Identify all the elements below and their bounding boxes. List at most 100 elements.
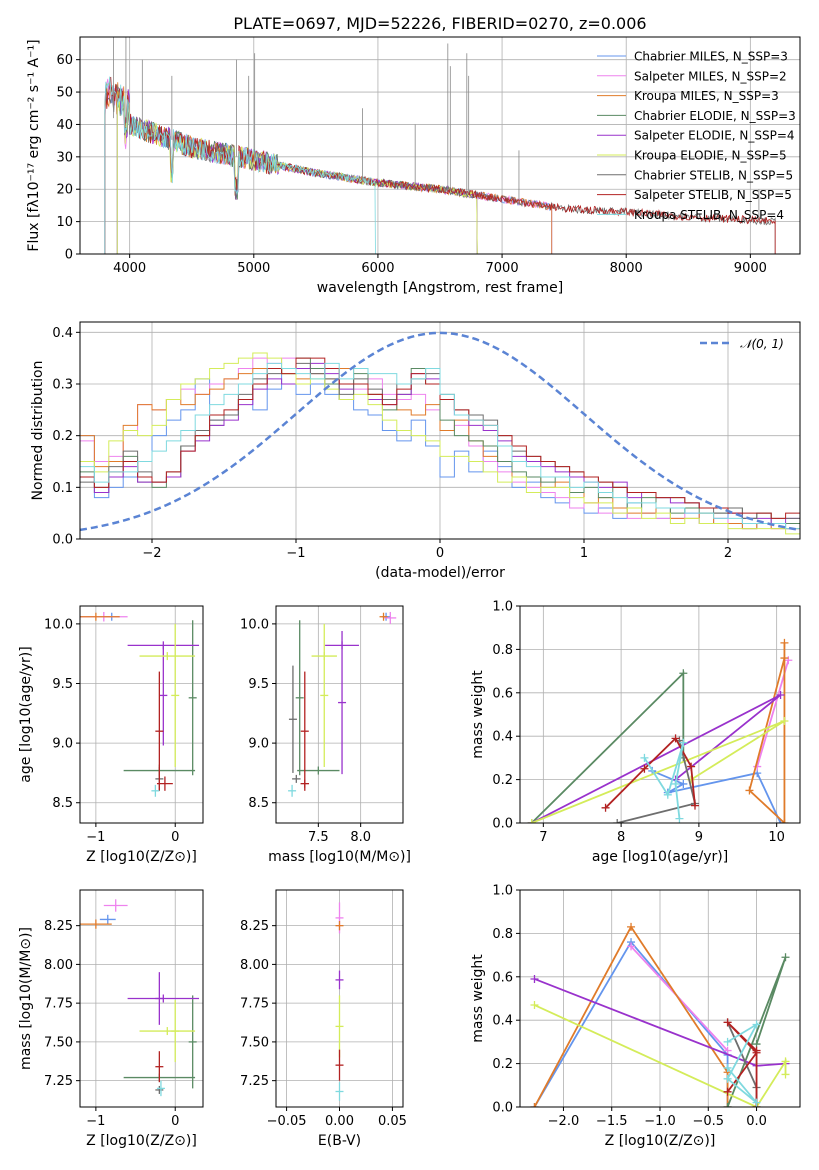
x-tick-label: 6000 xyxy=(361,261,394,276)
data-point xyxy=(776,690,785,699)
y-tick-label: 0.6 xyxy=(492,970,513,985)
y-tick-label: 9.0 xyxy=(248,737,269,752)
y-tick-label: 0.4 xyxy=(492,1014,513,1029)
data-point xyxy=(780,654,789,663)
x-tick-label: 10 xyxy=(768,830,785,845)
y-tick-label: 0.2 xyxy=(492,1057,513,1072)
data-point xyxy=(781,953,790,962)
data-point xyxy=(723,1087,732,1096)
x-axis-label: E(B-V) xyxy=(318,1133,361,1149)
axes-frame xyxy=(519,889,801,1108)
spectrum-line-chabrier-elodie xyxy=(116,95,478,254)
x-tick-label: 2 xyxy=(724,546,732,561)
y-tick-label: 8.5 xyxy=(248,796,269,811)
data-point xyxy=(627,942,636,951)
axes-frame xyxy=(79,36,801,255)
x-tick-label: 9 xyxy=(695,830,703,845)
spectrum-line-kroupa-stelib xyxy=(104,76,376,254)
weight-line-chabrier-elodie xyxy=(531,671,685,823)
data-point xyxy=(723,1018,732,1027)
y-tick-label: 9.0 xyxy=(52,737,73,752)
chart-age_vs_mass: 7.5 8.0 8.5 9.0 9.5 10.0 mass [log10(M/M⊙)] xyxy=(240,605,411,865)
data-point xyxy=(687,762,696,771)
y-axis-label: Normed distribution xyxy=(30,361,46,501)
histogram-kroupa-elodie xyxy=(80,352,800,535)
x-tick-label: 0.05 xyxy=(378,1114,407,1129)
y-tick-label: 0.8 xyxy=(492,643,513,658)
weight-line-salpeter-elodie xyxy=(531,694,782,823)
data-point xyxy=(723,1046,732,1055)
plot-area xyxy=(530,922,790,1107)
y-axis-label: mass [log10(M/M⊙)] xyxy=(18,927,34,1070)
y-axis-label: mass weight xyxy=(470,954,486,1043)
y-tick-label: 10.0 xyxy=(240,617,269,632)
x-tick-label: 8000 xyxy=(610,261,643,276)
y-tick-label: 40 xyxy=(56,118,73,133)
x-axis-label: age [log10(age/yr)] xyxy=(592,849,728,865)
chart-age_vs_Z: −1 0 8.5 9.0 9.5 10.0 Z [log10(Z/Z⊙)] age [log1… xyxy=(18,605,204,865)
y-tick-label: 8.25 xyxy=(240,919,269,934)
x-tick-label: 8.0 xyxy=(350,830,371,845)
data-point xyxy=(752,1020,761,1029)
x-tick-label: −2.0 xyxy=(548,1114,580,1129)
y-tick-label: 0.3 xyxy=(52,378,73,393)
y-tick-label: 7.25 xyxy=(240,1074,269,1089)
legend: 𝒩(0, 1) xyxy=(700,337,784,351)
x-tick-label: 1 xyxy=(580,546,588,561)
weight-line-kroupa-elodie xyxy=(534,1004,787,1107)
y-tick-label: 0.0 xyxy=(492,1101,513,1116)
legend-entry: 𝒩(0, 1) xyxy=(740,337,784,351)
histogram-kroupa-stelib xyxy=(80,362,800,530)
legend-entry: Chabrier ELODIE, N_SSP=3 xyxy=(634,109,796,123)
y-tick-label: 0.0 xyxy=(492,817,513,832)
x-axis-label: Z [log10(Z/Z⊙)] xyxy=(86,1133,197,1149)
data-point xyxy=(671,779,680,788)
plot-area xyxy=(335,902,344,1101)
data-point xyxy=(675,814,684,823)
legend-entry: Salpeter STELIB, N_SSP=5 xyxy=(634,188,792,202)
chart-mass_weight_vs_Z: −2.0 −1.5 −1.0 −0.5 0.0 0.0 0.2 0.4 0.6 0.8 1.0 Z [… xyxy=(470,884,801,1149)
x-tick-label: 0.00 xyxy=(325,1114,354,1129)
data-point xyxy=(780,717,789,726)
y-tick-label: 0.4 xyxy=(492,730,513,745)
y-tick-label: 0.8 xyxy=(492,927,513,942)
x-tick-label: −1 xyxy=(86,830,105,845)
y-tick-label: 10.0 xyxy=(44,617,73,632)
y-tick-label: 7.50 xyxy=(44,1035,73,1050)
y-tick-label: 7.75 xyxy=(240,997,269,1012)
plot-area xyxy=(527,638,793,823)
y-tick-label: 0.1 xyxy=(52,481,73,496)
data-point xyxy=(663,790,672,799)
y-tick-label: 7.25 xyxy=(44,1074,73,1089)
y-tick-label: 0.2 xyxy=(492,773,513,788)
x-tick-label: 0.0 xyxy=(746,1114,767,1129)
y-tick-label: 9.5 xyxy=(52,677,73,692)
data-point xyxy=(671,734,680,743)
chart-mass_vs_Z: −1 0 7.25 7.50 7.75 8.00 8.25 Z [log10(Z/Z⊙)] ma… xyxy=(18,889,204,1149)
x-tick-label: 7 xyxy=(539,830,547,845)
weight-line-salpeter-miles xyxy=(756,659,790,767)
data-point xyxy=(640,753,649,762)
legend-entry: Kroupa STELIB, N_SSP=4 xyxy=(634,208,784,222)
legend: Chabrier MILES, N_SSP=3 Salpeter MILES, N… xyxy=(597,50,796,222)
histogram-salpeter-stelib xyxy=(80,357,800,519)
data-point xyxy=(723,1063,732,1072)
y-tick-label: 8.25 xyxy=(44,919,73,934)
y-tick-label: 0.6 xyxy=(492,686,513,701)
x-tick-label: −0.5 xyxy=(692,1114,724,1129)
y-tick-label: 7.75 xyxy=(44,997,73,1012)
y-tick-label: 0 xyxy=(65,248,73,263)
y-axis-label: Flux [fλ10⁻¹⁷ erg cm⁻² s⁻¹ A⁻¹] xyxy=(26,39,42,251)
data-point xyxy=(752,1046,761,1055)
x-tick-label: 0 xyxy=(171,1114,179,1129)
y-tick-label: 20 xyxy=(56,183,73,198)
spectrum-line-salpeter-stelib xyxy=(104,76,776,254)
data-point xyxy=(527,819,536,823)
x-tick-label: −1.0 xyxy=(644,1114,676,1129)
y-tick-label: 9.5 xyxy=(248,677,269,692)
chart-mass_weight_vs_age: 7 8 9 10 0.0 0.2 0.4 0.6 0.8 1.0 age [log10(age/yr… xyxy=(470,600,801,865)
data-point xyxy=(530,1001,539,1010)
data-point xyxy=(601,803,610,812)
y-tick-label: 60 xyxy=(56,53,73,68)
plot-area xyxy=(80,611,200,797)
